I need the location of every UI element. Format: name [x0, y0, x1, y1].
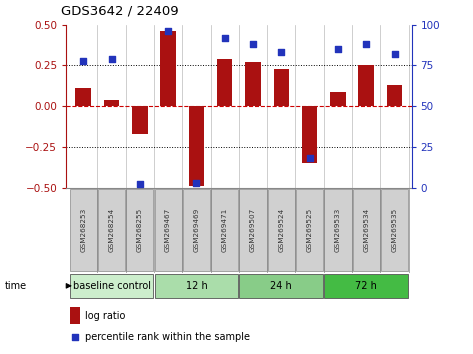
Text: GSM269469: GSM269469 [193, 208, 200, 252]
Bar [211, 189, 238, 271]
Bar [296, 189, 323, 271]
Point [193, 180, 200, 185]
Text: GSM269507: GSM269507 [250, 208, 256, 252]
Text: baseline control: baseline control [72, 281, 150, 291]
Bar [268, 189, 295, 271]
Bar [381, 189, 408, 271]
Bar [387, 85, 403, 106]
Bar [70, 274, 153, 298]
Point [278, 50, 285, 55]
Bar [75, 88, 91, 106]
Point [306, 155, 314, 161]
Point [334, 46, 342, 52]
Bar [330, 92, 346, 106]
Bar [132, 106, 148, 134]
Bar [155, 189, 182, 271]
Point [391, 51, 398, 57]
Bar [189, 106, 204, 186]
Text: GSM268255: GSM268255 [137, 208, 143, 252]
Text: log ratio: log ratio [85, 311, 126, 321]
Point [164, 28, 172, 34]
Point [71, 335, 79, 340]
Point [249, 41, 257, 47]
Bar [70, 307, 80, 324]
Text: GSM268254: GSM268254 [108, 208, 114, 252]
Bar [273, 69, 289, 106]
Point [108, 56, 115, 62]
Text: GSM269524: GSM269524 [278, 208, 284, 252]
Text: GSM269534: GSM269534 [363, 208, 369, 252]
Bar [98, 189, 125, 271]
Text: 24 h: 24 h [271, 281, 292, 291]
Bar [155, 274, 238, 298]
Point [79, 58, 87, 63]
Text: percentile rank within the sample: percentile rank within the sample [85, 332, 250, 342]
Bar [239, 189, 267, 271]
Bar [239, 274, 323, 298]
Text: GSM269525: GSM269525 [307, 208, 313, 252]
Bar [359, 65, 374, 106]
Bar [104, 100, 119, 106]
Bar [245, 62, 261, 106]
Bar [126, 189, 153, 271]
Text: 12 h: 12 h [185, 281, 207, 291]
Point [362, 41, 370, 47]
Bar [324, 189, 351, 271]
Bar [70, 189, 97, 271]
Text: GSM269533: GSM269533 [335, 208, 341, 252]
Text: GSM269471: GSM269471 [222, 208, 228, 252]
Point [136, 182, 144, 187]
Text: GSM268253: GSM268253 [80, 208, 86, 252]
Text: GSM269535: GSM269535 [392, 208, 397, 252]
Bar [217, 59, 233, 106]
Bar [353, 189, 380, 271]
Text: GDS3642 / 22409: GDS3642 / 22409 [61, 5, 179, 18]
Text: GSM269467: GSM269467 [165, 208, 171, 252]
Text: time: time [5, 281, 27, 291]
Bar [160, 31, 176, 106]
Point [221, 35, 228, 41]
Text: 72 h: 72 h [355, 281, 377, 291]
Bar [183, 189, 210, 271]
Bar [302, 106, 317, 163]
Bar [324, 274, 408, 298]
